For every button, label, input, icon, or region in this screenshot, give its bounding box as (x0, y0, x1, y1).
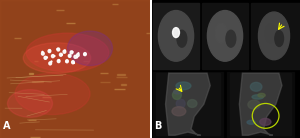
Ellipse shape (173, 90, 181, 94)
Ellipse shape (57, 49, 58, 50)
Bar (29, 73, 33, 74)
Ellipse shape (158, 10, 194, 61)
Ellipse shape (172, 28, 179, 38)
Ellipse shape (176, 82, 191, 90)
Bar (153, 3, 199, 69)
Ellipse shape (44, 56, 47, 59)
Ellipse shape (58, 60, 59, 61)
Ellipse shape (84, 53, 86, 56)
Ellipse shape (176, 99, 185, 108)
Ellipse shape (258, 93, 265, 97)
Ellipse shape (72, 51, 73, 52)
Ellipse shape (72, 61, 74, 64)
Ellipse shape (215, 23, 227, 43)
Ellipse shape (68, 54, 71, 57)
Ellipse shape (63, 50, 66, 53)
Ellipse shape (61, 54, 62, 55)
Polygon shape (166, 73, 210, 135)
Bar (227, 72, 294, 137)
Ellipse shape (59, 53, 62, 56)
Ellipse shape (66, 61, 67, 62)
Ellipse shape (259, 12, 290, 60)
Ellipse shape (69, 55, 70, 57)
Bar (121, 84, 126, 85)
Ellipse shape (64, 50, 65, 51)
Ellipse shape (26, 33, 109, 72)
Ellipse shape (177, 30, 187, 47)
Ellipse shape (57, 48, 60, 51)
Ellipse shape (15, 73, 90, 115)
Ellipse shape (48, 50, 51, 53)
Ellipse shape (42, 51, 43, 52)
Ellipse shape (76, 54, 79, 57)
Ellipse shape (250, 82, 262, 91)
Text: B: B (154, 121, 162, 131)
Ellipse shape (275, 31, 284, 47)
Ellipse shape (226, 30, 236, 47)
Ellipse shape (76, 57, 77, 58)
Ellipse shape (54, 55, 55, 57)
Ellipse shape (266, 24, 276, 43)
Text: A: A (3, 121, 10, 131)
Ellipse shape (84, 54, 85, 55)
Ellipse shape (248, 100, 260, 109)
Ellipse shape (51, 61, 52, 62)
Ellipse shape (207, 10, 243, 61)
Ellipse shape (166, 23, 178, 43)
Bar (251, 3, 300, 69)
Bar (32, 81, 43, 82)
Ellipse shape (78, 53, 79, 54)
Bar (202, 3, 248, 69)
Ellipse shape (66, 60, 68, 63)
Polygon shape (239, 73, 282, 135)
Ellipse shape (260, 118, 271, 125)
Ellipse shape (172, 107, 186, 116)
Ellipse shape (68, 31, 112, 66)
Ellipse shape (52, 55, 54, 58)
Bar (156, 73, 220, 135)
Bar (153, 72, 223, 137)
Ellipse shape (8, 90, 52, 117)
Ellipse shape (172, 91, 182, 99)
Ellipse shape (41, 52, 44, 55)
Ellipse shape (247, 120, 255, 124)
Ellipse shape (49, 62, 52, 65)
Ellipse shape (74, 55, 77, 58)
Ellipse shape (57, 60, 60, 63)
Ellipse shape (252, 95, 263, 99)
Ellipse shape (70, 51, 73, 54)
Ellipse shape (46, 57, 47, 58)
Bar (230, 73, 291, 135)
Ellipse shape (188, 99, 197, 108)
Ellipse shape (23, 43, 91, 73)
